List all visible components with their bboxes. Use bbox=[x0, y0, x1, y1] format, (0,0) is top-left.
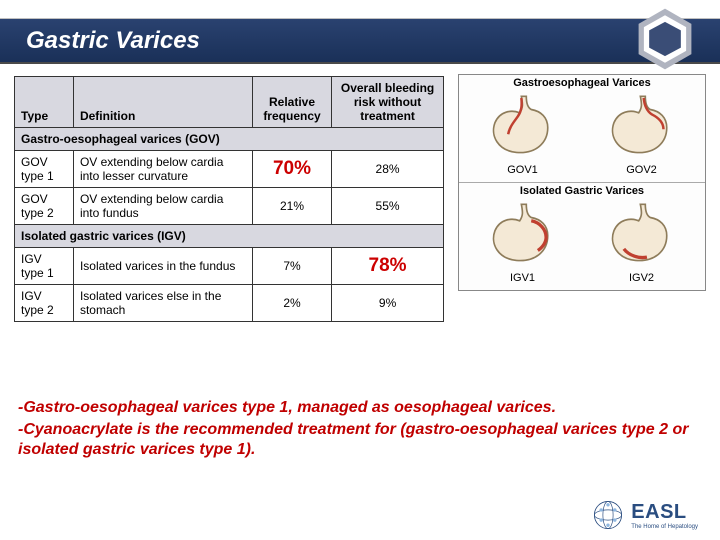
cell-overall-bleeding-risk: 78% bbox=[332, 248, 444, 285]
hex-logo-icon bbox=[632, 6, 698, 72]
diagram-panel: Gastroesophageal Varices GOV1 GOV2 Isola… bbox=[458, 74, 706, 291]
table-row: IGV type 1 Isolated varices in the fundu… bbox=[15, 248, 444, 285]
stomach-icon bbox=[597, 93, 687, 159]
section-heading-label: Gastro-oesophageal varices (GOV) bbox=[15, 128, 444, 151]
title-band: Gastric Varices bbox=[0, 18, 720, 64]
diagram-row-gov: GOV1 GOV2 bbox=[459, 91, 705, 182]
section-heading-label: Isolated gastric varices (IGV) bbox=[15, 225, 444, 248]
cell-definition: Isolated varices in the fundus bbox=[73, 248, 252, 285]
diagram-label: GOV2 bbox=[582, 164, 701, 176]
diagram-cell: GOV1 bbox=[463, 93, 582, 176]
col-definition: Definition bbox=[73, 77, 252, 128]
cell-relative-frequency: 21% bbox=[252, 188, 331, 225]
stomach-icon bbox=[478, 201, 568, 267]
varices-table: Type Definition Relative frequency Overa… bbox=[14, 76, 444, 322]
table-row: GOV type 1 OV extending below cardia int… bbox=[15, 151, 444, 188]
table-row: GOV type 2 OV extending below cardia int… bbox=[15, 188, 444, 225]
col-relative-frequency: Relative frequency bbox=[252, 77, 331, 128]
footer-logo: EASL The Home of Hepatology bbox=[591, 498, 698, 532]
stomach-icon bbox=[597, 201, 687, 267]
diagram-cell: IGV1 bbox=[463, 201, 582, 284]
diagram-row-igv: IGV1 IGV2 bbox=[459, 199, 705, 290]
diagram-cell: GOV2 bbox=[582, 93, 701, 176]
cell-type: IGV type 2 bbox=[15, 285, 74, 322]
cell-overall-bleeding-risk: 55% bbox=[332, 188, 444, 225]
table-header: Type Definition Relative frequency Overa… bbox=[15, 77, 444, 128]
table-row: IGV type 2 Isolated varices else in the … bbox=[15, 285, 444, 322]
footer-brand: EASL bbox=[631, 501, 686, 523]
section-heading-gov: Gastro-oesophageal varices (GOV) bbox=[15, 128, 444, 151]
key-points: -Gastro-oesophageal varices type 1, mana… bbox=[18, 398, 706, 462]
cell-type: IGV type 1 bbox=[15, 248, 74, 285]
cell-overall-bleeding-risk: 9% bbox=[332, 285, 444, 322]
diagram-group-b-title: Isolated Gastric Varices bbox=[459, 183, 705, 199]
diagram-label: IGV2 bbox=[582, 272, 701, 284]
cell-type: GOV type 2 bbox=[15, 188, 74, 225]
cell-relative-frequency: 70% bbox=[252, 151, 331, 188]
cell-relative-frequency: 2% bbox=[252, 285, 331, 322]
easl-globe-icon bbox=[591, 498, 625, 532]
bullet-item: -Cyanoacrylate is the recommended treatm… bbox=[18, 420, 706, 460]
page-title: Gastric Varices bbox=[26, 27, 200, 55]
section-heading-igv: Isolated gastric varices (IGV) bbox=[15, 225, 444, 248]
col-type: Type bbox=[15, 77, 74, 128]
col-overall-bleeding-risk: Overall bleeding risk without treatment bbox=[332, 77, 444, 128]
cell-definition: OV extending below cardia into lesser cu… bbox=[73, 151, 252, 188]
cell-definition: Isolated varices else in the stomach bbox=[73, 285, 252, 322]
cell-overall-bleeding-risk: 28% bbox=[332, 151, 444, 188]
diagram-group-a-title: Gastroesophageal Varices bbox=[459, 75, 705, 91]
bullet-item: -Gastro-oesophageal varices type 1, mana… bbox=[18, 398, 706, 418]
footer-tagline: The Home of Hepatology bbox=[631, 524, 698, 530]
diagram-cell: IGV2 bbox=[582, 201, 701, 284]
cell-type: GOV type 1 bbox=[15, 151, 74, 188]
cell-relative-frequency: 7% bbox=[252, 248, 331, 285]
diagram-label: IGV1 bbox=[463, 272, 582, 284]
stomach-icon bbox=[478, 93, 568, 159]
cell-definition: OV extending below cardia into fundus bbox=[73, 188, 252, 225]
footer-brand-block: EASL The Home of Hepatology bbox=[631, 501, 698, 530]
diagram-label: GOV1 bbox=[463, 164, 582, 176]
